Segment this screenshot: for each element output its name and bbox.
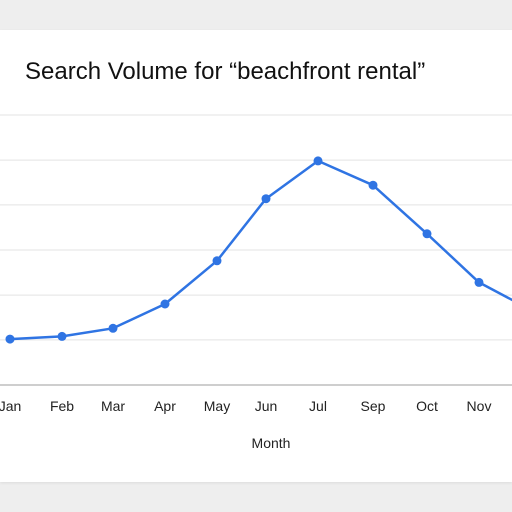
x-tick-label: Jul [309, 398, 327, 414]
x-tick-label: Apr [154, 398, 176, 414]
x-tick-labels: JanFebMarAprMayJunJulSepOctNovDec [0, 398, 492, 414]
data-point [261, 194, 271, 204]
data-point [368, 180, 378, 190]
line-chart: JanFebMarAprMayJunJulSepOctNovDec Month [0, 114, 512, 451]
x-tick-label: Nov [467, 398, 492, 414]
x-tick-label: Feb [50, 398, 74, 414]
x-tick-label: Oct [416, 398, 438, 414]
data-point [313, 156, 323, 166]
data-point [474, 277, 484, 287]
x-tick-label: Jun [255, 398, 278, 414]
x-axis-label: Month [252, 435, 291, 451]
data-point [57, 331, 67, 341]
x-tick-label: May [204, 398, 230, 414]
series-points [5, 156, 484, 344]
data-point [160, 299, 170, 309]
data-point [108, 323, 118, 333]
x-tick-label: Jan [0, 398, 21, 414]
chart-title: Search Volume for “beachfront rental” [25, 58, 426, 85]
data-point [5, 334, 15, 344]
gridlines [0, 114, 512, 341]
x-tick-label: Mar [101, 398, 125, 414]
chart-card: Search Volume for “beachfront rental” [0, 30, 512, 482]
x-tick-label: Sep [361, 398, 386, 414]
data-point [422, 229, 432, 239]
data-point [212, 256, 222, 266]
